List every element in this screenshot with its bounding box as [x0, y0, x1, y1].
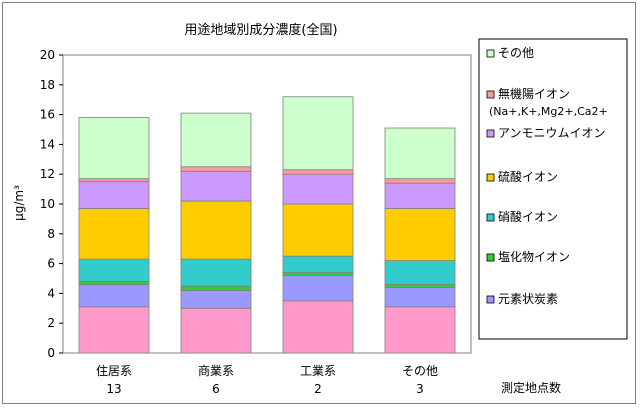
legend-label: 塩化物イオン: [498, 249, 570, 264]
bar-segment: [78, 281, 150, 285]
bar-segment: [282, 255, 354, 273]
count-label: 3: [416, 382, 424, 396]
bar-segment: [384, 260, 456, 285]
y-tick-label: 8: [47, 227, 55, 241]
y-tick-label: 4: [47, 286, 55, 300]
y-tick-label: 10: [40, 197, 55, 211]
legend-box: [478, 38, 628, 340]
bar-segment: [78, 208, 150, 260]
bar-segment: [282, 173, 354, 205]
legend-label: 元素状炭素: [498, 292, 558, 306]
bar-segment: [384, 306, 456, 354]
y-tick-label: 0: [47, 346, 55, 360]
bar-segment: [78, 117, 150, 180]
legend-label: 無機陽イオン: [498, 86, 570, 101]
chart-svg: 用途地域別成分濃度(全国) 0 2 4 6 8 10 12 14 16 18 20 住居系 13 商業系 6…: [12, 22, 628, 396]
bar-segment: [282, 203, 354, 257]
bar-segment: [384, 127, 456, 180]
count-label: 6: [212, 382, 220, 396]
bar-segment: [384, 182, 456, 209]
y-tick-label: 18: [40, 78, 55, 92]
bar-segment: [180, 285, 252, 291]
bar-segment: [78, 181, 150, 209]
legend-swatch: [486, 295, 495, 304]
legend-label: (Na+,K+,Mg2+,Ca2+: [489, 105, 608, 118]
legend-label: 硫酸イオン: [498, 169, 558, 184]
x-tick-label: 住居系: [96, 364, 132, 378]
y-tick-label: 6: [47, 257, 55, 271]
y-tick-label: 2: [47, 316, 55, 330]
bar-segment: [180, 307, 252, 354]
y-tick-label: 16: [40, 108, 55, 122]
legend-label: アンモニウムイオン: [498, 126, 606, 140]
plot-area: 0 2 4 6 8 10 12 14 16 18 20 住居系 13 商業系 6 工業系 2 その他 3: [40, 48, 472, 396]
legend-swatch: [486, 90, 495, 99]
y-tick-label: 14: [40, 137, 55, 151]
legend-label: 硝酸イオン: [498, 209, 558, 224]
chart-title: 用途地域別成分濃度(全国): [184, 22, 337, 38]
bar-segment: [180, 290, 252, 309]
legend-swatch: [486, 213, 495, 222]
x-tick-label: 商業系: [198, 363, 234, 378]
y-axis-label: μg/m³: [12, 185, 26, 221]
bar-segment: [384, 284, 456, 288]
bar-segment: [180, 200, 252, 260]
bar-segment: [282, 96, 354, 171]
bar-segment: [180, 112, 252, 168]
bar-segment: [384, 287, 456, 308]
bar-segment: [180, 170, 252, 202]
bar-segment: [282, 272, 354, 276]
bar-segment: [282, 275, 354, 302]
bar-segment: [78, 306, 150, 354]
bar-segment: [384, 178, 456, 184]
bar-segment: [78, 284, 150, 308]
bar-segment: [180, 166, 252, 172]
x-tick-label: その他: [402, 364, 438, 378]
chart-frame: 用途地域別成分濃度(全国) 0 2 4 6 8 10 12 14 16 18 20 住居系 13 商業系 6…: [2, 2, 636, 404]
legend-label: その他: [498, 46, 534, 60]
bar-segment: [282, 300, 354, 354]
bar-segment: [384, 208, 456, 262]
legend-swatch: [486, 49, 495, 58]
legend-swatch: [486, 253, 495, 262]
bar-segment: [180, 258, 252, 287]
bar-segment: [78, 258, 150, 282]
legend-swatch: [486, 129, 495, 138]
bar-segment: [282, 169, 354, 175]
count-label: 2: [314, 382, 322, 396]
bar-segment: [78, 178, 150, 183]
legend-swatch: [486, 173, 495, 182]
counts-label: 測定地点数: [501, 380, 561, 395]
y-tick-label: 20: [40, 48, 55, 62]
count-label: 13: [106, 382, 121, 396]
y-tick-label: 12: [40, 167, 55, 181]
x-tick-label: 工業系: [300, 364, 336, 378]
